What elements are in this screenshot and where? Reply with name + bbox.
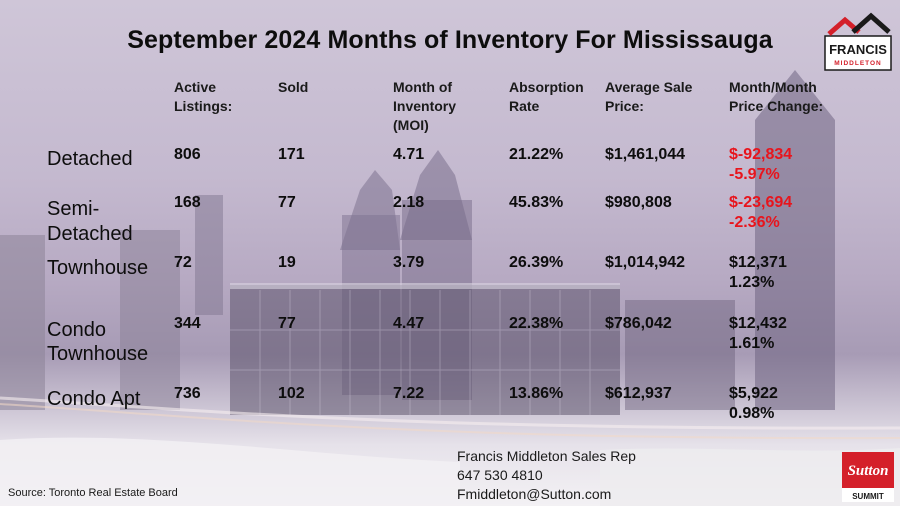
page-title: September 2024 Months of Inventory For M… bbox=[127, 26, 773, 54]
row-label-detached: Detached bbox=[47, 148, 133, 170]
cell-change-amount: $-23,694 bbox=[729, 194, 793, 211]
cell-avg-price: $1,014,942 bbox=[605, 254, 686, 271]
row-label-townhouse: Townhouse bbox=[47, 257, 149, 279]
row-label-condo-apt: Condo Apt bbox=[47, 388, 141, 410]
cell-absorption: 13.86% bbox=[509, 385, 564, 402]
logo-sutton-text: Sutton bbox=[848, 463, 889, 479]
cell-change-amount: $5,922 bbox=[729, 385, 778, 402]
cell-moi: 4.71 bbox=[393, 146, 425, 163]
cell-sold: 77 bbox=[278, 315, 296, 332]
contact-email: Fmiddleton@Sutton.com bbox=[457, 486, 612, 502]
contact-name: Francis Middleton Sales Rep bbox=[457, 448, 636, 464]
cell-moi: 3.79 bbox=[393, 254, 425, 271]
cell-moi: 2.18 bbox=[393, 194, 425, 211]
cell-moi: 7.22 bbox=[393, 385, 425, 402]
cell-active: 72 bbox=[174, 254, 192, 271]
header-sold: Sold bbox=[278, 79, 309, 95]
cell-active: 168 bbox=[174, 194, 201, 211]
contact-block: Francis Middleton Sales Rep 647 530 4810… bbox=[457, 447, 636, 504]
cell-active: 806 bbox=[174, 146, 201, 163]
cell-change-amount: $12,371 bbox=[729, 254, 787, 271]
row-label-semi: Semi- bbox=[47, 198, 100, 220]
cell-avg-price: $786,042 bbox=[605, 315, 672, 332]
header-average-sale-price: Average Sale Price: bbox=[605, 79, 693, 114]
cell-change-percent: 1.61% bbox=[729, 335, 775, 352]
header-active-listings: Active Listings: bbox=[174, 79, 233, 114]
cell-change-percent: -2.36% bbox=[729, 214, 780, 231]
cell-absorption: 45.83% bbox=[509, 194, 564, 211]
row-label-condo: Condo bbox=[47, 319, 106, 341]
sutton-summit-logo: Sutton SUMMIT bbox=[842, 452, 894, 502]
cell-sold: 19 bbox=[278, 254, 296, 271]
logo-francis-text: FRANCIS bbox=[829, 42, 887, 57]
cell-avg-price: $1,461,044 bbox=[605, 146, 686, 163]
cell-absorption: 26.39% bbox=[509, 254, 564, 271]
logo-summit-text: SUMMIT bbox=[852, 492, 884, 501]
cell-absorption: 21.22% bbox=[509, 146, 564, 163]
cell-change-percent: 1.23% bbox=[729, 274, 775, 291]
cell-absorption: 22.38% bbox=[509, 315, 564, 332]
cell-active: 344 bbox=[174, 315, 201, 332]
contact-phone: 647 530 4810 bbox=[457, 467, 543, 483]
header-price-change: Month/Month Price Change: bbox=[729, 79, 824, 114]
cell-sold: 171 bbox=[278, 146, 305, 163]
cell-sold: 77 bbox=[278, 194, 296, 211]
cell-sold: 102 bbox=[278, 385, 305, 402]
francis-middleton-logo: FRANCIS MIDDLETON bbox=[824, 12, 892, 71]
cell-avg-price: $980,808 bbox=[605, 194, 672, 211]
cell-moi: 4.47 bbox=[393, 315, 425, 332]
cell-change-percent: 0.98% bbox=[729, 405, 775, 422]
logo-middleton-text: MIDDLETON bbox=[834, 60, 882, 67]
source-note: Source: Toronto Real Estate Board bbox=[8, 487, 178, 499]
cell-change-amount: $-92,834 bbox=[729, 146, 793, 163]
header-absorption-rate: Absorption Rate bbox=[509, 79, 584, 114]
cell-avg-price: $612,937 bbox=[605, 385, 672, 402]
row-label-detached-2: Detached bbox=[47, 223, 133, 245]
header-moi: Month of Inventory (MOI) bbox=[393, 79, 457, 133]
row-label-townhouse-2: Townhouse bbox=[47, 343, 149, 365]
cell-change-percent: -5.97% bbox=[729, 166, 780, 183]
cell-change-amount: $12,432 bbox=[729, 315, 787, 332]
cell-active: 736 bbox=[174, 385, 201, 402]
